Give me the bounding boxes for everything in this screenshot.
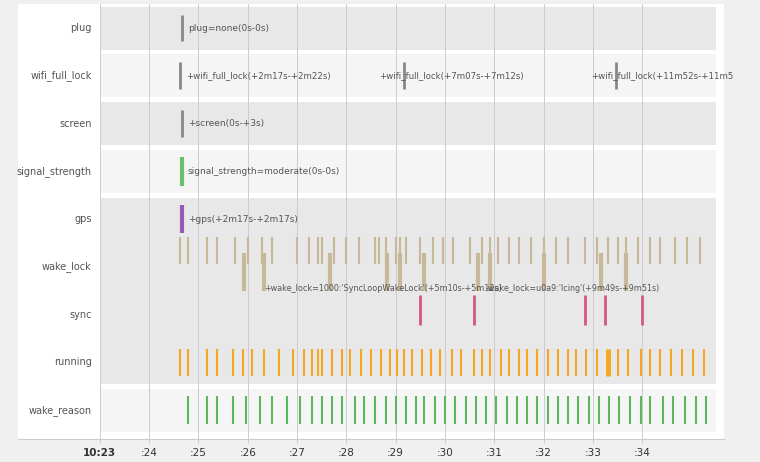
Text: plug: plug xyxy=(70,23,92,33)
Text: wake_lock: wake_lock xyxy=(42,261,92,272)
Text: screen: screen xyxy=(59,119,92,128)
FancyBboxPatch shape xyxy=(100,198,716,241)
Text: +wake_lock=1000:'SyncLoopWakeLock'(+5m10s-+5m12s): +wake_lock=1000:'SyncLoopWakeLock'(+5m10… xyxy=(264,284,502,292)
Text: running: running xyxy=(54,358,92,367)
Text: +wifi_full_lock(+2m17s-+2m22s): +wifi_full_lock(+2m17s-+2m22s) xyxy=(186,71,331,80)
Text: wake_reason: wake_reason xyxy=(28,405,92,416)
FancyBboxPatch shape xyxy=(100,55,716,97)
Text: wifi_full_lock: wifi_full_lock xyxy=(30,70,92,81)
FancyBboxPatch shape xyxy=(100,6,716,49)
FancyBboxPatch shape xyxy=(100,389,716,432)
FancyBboxPatch shape xyxy=(100,150,716,193)
Text: +wifi_full_lock(+11m52s-+11m5: +wifi_full_lock(+11m52s-+11m5 xyxy=(591,71,733,80)
FancyBboxPatch shape xyxy=(100,341,716,384)
FancyBboxPatch shape xyxy=(100,229,716,305)
Text: plug=none(0s-0s): plug=none(0s-0s) xyxy=(188,24,269,32)
FancyBboxPatch shape xyxy=(100,102,716,145)
Text: -wake_lock=u0a9:'Icing'(+9m49s-+9m51s): -wake_lock=u0a9:'Icing'(+9m49s-+9m51s) xyxy=(486,284,660,292)
Text: signal_strength=moderate(0s-0s): signal_strength=moderate(0s-0s) xyxy=(188,167,340,176)
Text: sync: sync xyxy=(69,310,92,320)
FancyBboxPatch shape xyxy=(100,288,716,341)
Text: signal_strength: signal_strength xyxy=(17,166,92,177)
Text: +wifi_full_lock(+7m07s-+7m12s): +wifi_full_lock(+7m07s-+7m12s) xyxy=(379,71,524,80)
Text: +screen(0s-+3s): +screen(0s-+3s) xyxy=(188,119,264,128)
Text: +gps(+2m17s-+2m17s): +gps(+2m17s-+2m17s) xyxy=(188,214,298,224)
Text: gps: gps xyxy=(74,214,92,224)
